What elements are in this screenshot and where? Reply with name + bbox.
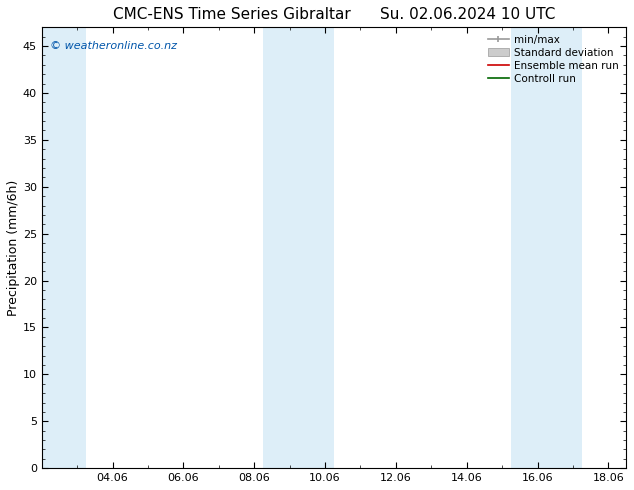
Bar — [42, 27, 86, 468]
Bar — [263, 27, 299, 468]
Y-axis label: Precipitation (mm/6h): Precipitation (mm/6h) — [7, 180, 20, 316]
Legend: min/max, Standard deviation, Ensemble mean run, Controll run: min/max, Standard deviation, Ensemble me… — [484, 30, 623, 88]
Bar — [547, 27, 582, 468]
Title: CMC-ENS Time Series Gibraltar      Su. 02.06.2024 10 UTC: CMC-ENS Time Series Gibraltar Su. 02.06.… — [113, 7, 555, 22]
Text: © weatheronline.co.nz: © weatheronline.co.nz — [51, 41, 178, 50]
Bar — [299, 27, 334, 468]
Bar — [511, 27, 547, 468]
